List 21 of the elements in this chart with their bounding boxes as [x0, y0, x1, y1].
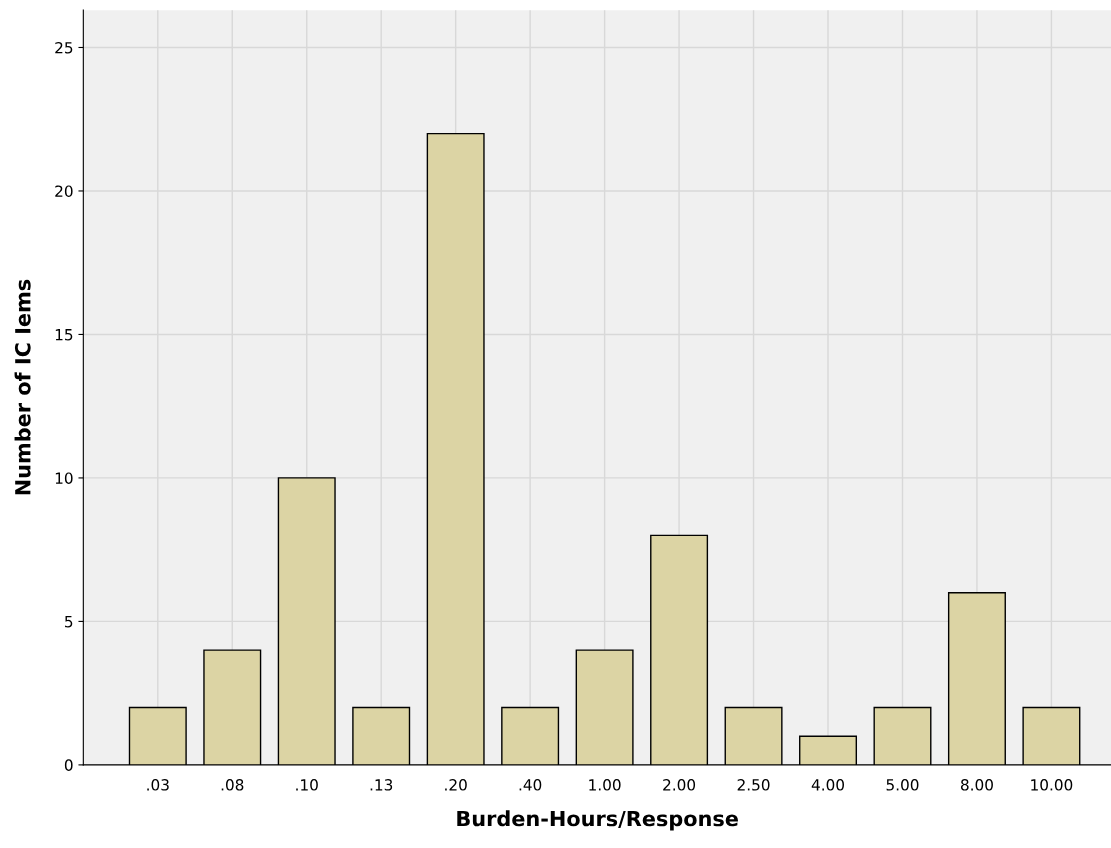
y-tick-label: 10: [55, 472, 73, 484]
y-tick-label: 20: [55, 185, 73, 197]
x-tick-label: .20: [445, 779, 467, 791]
x-axis-title: Burden-Hours/Response: [457, 810, 738, 831]
x-tick-label: .13: [370, 779, 393, 791]
y-tick-label: 0: [64, 759, 73, 771]
x-tick-label: .03: [147, 779, 169, 791]
x-tick-label: .08: [221, 779, 244, 791]
x-tick-label: 5.00: [886, 779, 919, 791]
y-tick-label: 15: [55, 329, 73, 341]
x-tick-label: 8.00: [960, 779, 993, 791]
y-tick-label: 25: [55, 41, 73, 54]
y-tick-label: 5: [65, 616, 73, 628]
x-tick-label: 2.00: [663, 779, 696, 791]
x-tick-label: 4.00: [811, 779, 845, 791]
x-tick-label: .10: [296, 779, 318, 791]
x-tick-label: .40: [519, 779, 542, 791]
x-tick-label: 1.00: [589, 779, 621, 791]
y-axis-title: Number of IC Iems: [14, 279, 31, 495]
x-tick-label: 10.00: [1031, 779, 1073, 791]
x-tick-label: 2.50: [737, 779, 770, 791]
